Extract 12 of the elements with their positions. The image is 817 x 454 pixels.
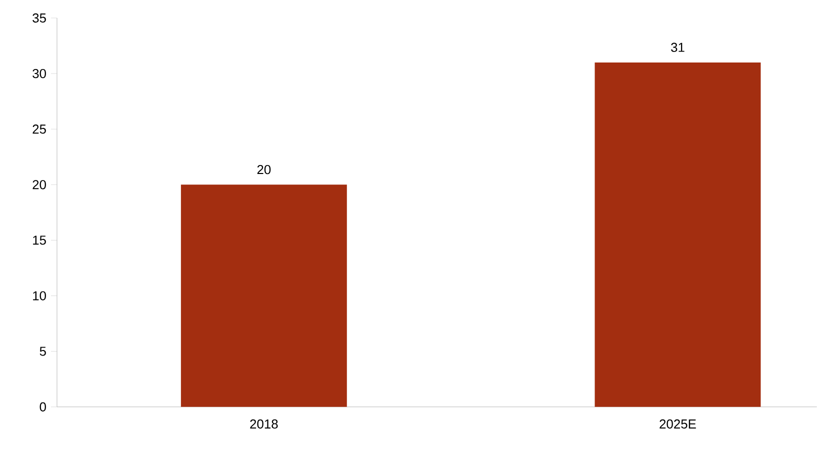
x-tick-label: 2025E bbox=[660, 419, 696, 429]
data-label: 20 bbox=[257, 165, 271, 174]
y-tick-label: 15 bbox=[33, 236, 46, 245]
y-tick-label: 30 bbox=[32, 69, 46, 78]
y-tick-label: 10 bbox=[33, 291, 46, 300]
y-tick-label: 20 bbox=[32, 180, 46, 190]
y-tick-label: 25 bbox=[32, 124, 46, 134]
y-tick-label: 35 bbox=[32, 13, 46, 23]
y-tick-label: 5 bbox=[40, 346, 46, 356]
x-tick-label: 2018 bbox=[250, 419, 278, 429]
y-tick-label: 0 bbox=[40, 402, 46, 412]
data-label: 31 bbox=[671, 42, 684, 52]
